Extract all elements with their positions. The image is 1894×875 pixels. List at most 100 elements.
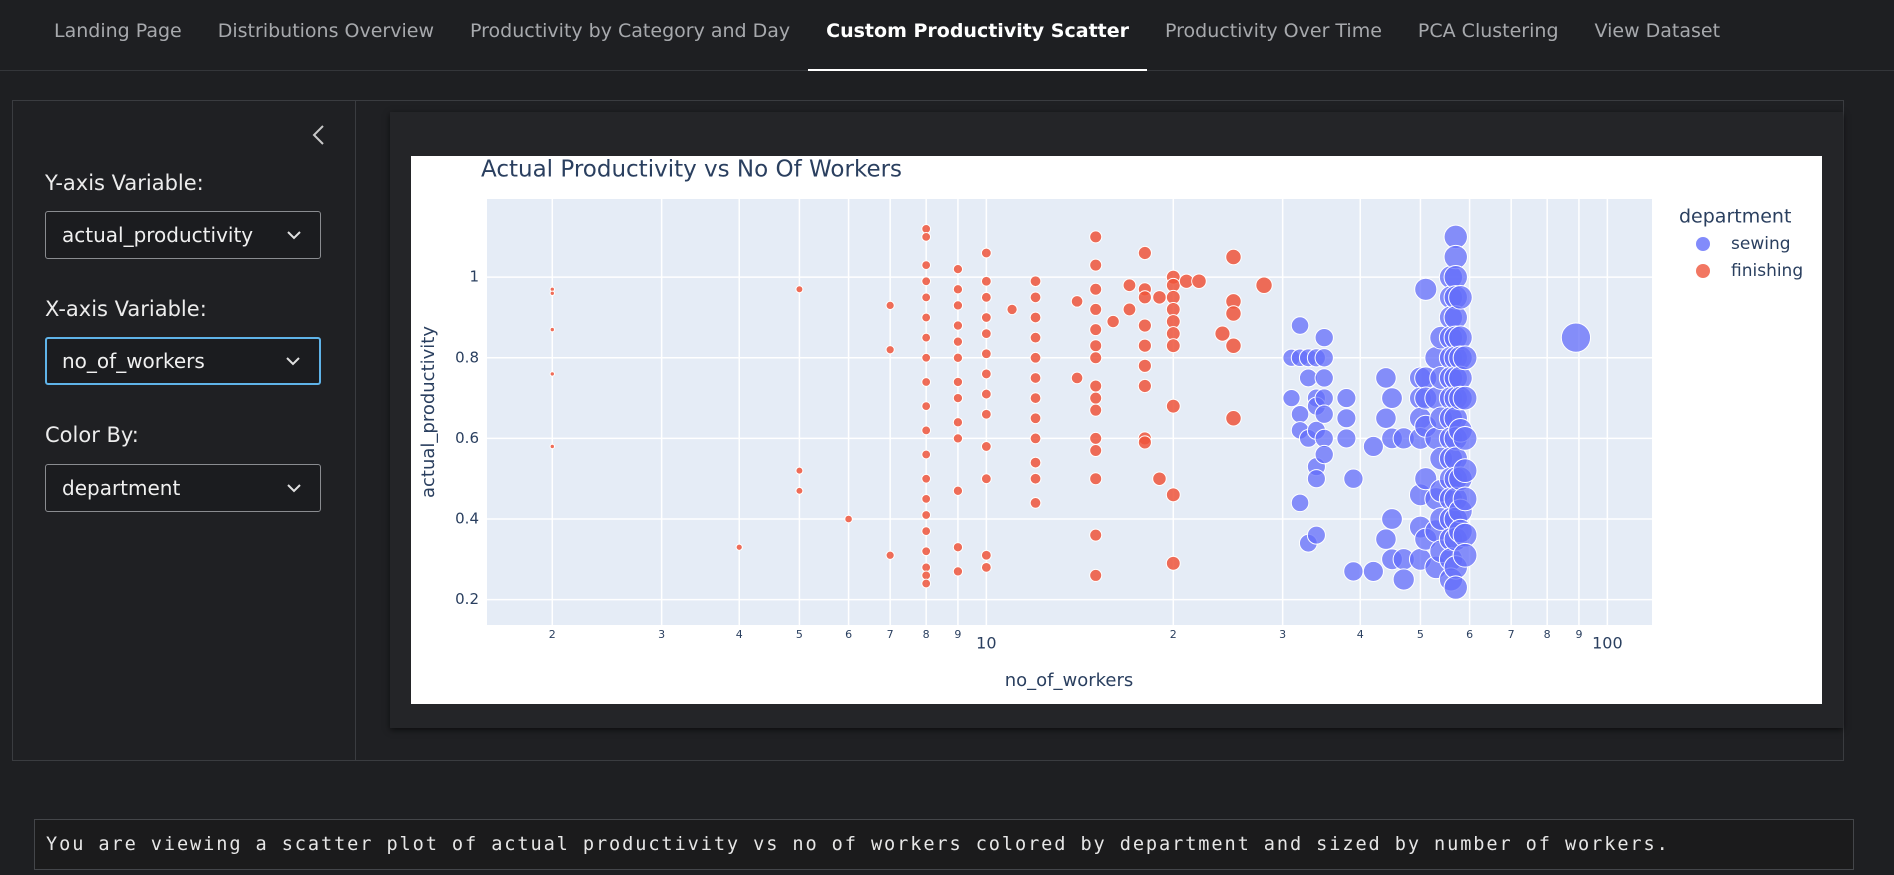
- scatter-point: [980, 275, 992, 287]
- scatter-point: [1089, 528, 1103, 542]
- nav-tab-active[interactable]: Custom Productivity Scatter: [808, 0, 1147, 71]
- x-tick-label: 3: [1279, 628, 1286, 641]
- scatter-point: [921, 232, 932, 242]
- chart-title: Actual Productivity vs No Of Workers: [481, 157, 902, 183]
- nav-tab[interactable]: Productivity Over Time: [1165, 20, 1382, 42]
- scatter-point: [1314, 404, 1334, 424]
- scatter-point: [1029, 472, 1042, 485]
- nav-tab[interactable]: PCA Clustering: [1417, 20, 1559, 42]
- scatter-point: [980, 441, 992, 452]
- scatter-point: [1106, 314, 1120, 329]
- scatter-point: [1306, 469, 1326, 489]
- scatter-point: [1165, 398, 1181, 414]
- scatter-point: [1006, 303, 1018, 316]
- scatter-point: [921, 312, 932, 323]
- scatter-point: [1560, 322, 1592, 353]
- dropdown-value: actual_productivity: [62, 223, 254, 247]
- x-tick-label: 3: [658, 628, 665, 641]
- scatter-point: [885, 345, 895, 355]
- nav-tab[interactable]: Distributions Overview: [217, 20, 434, 42]
- scatter-point: [1448, 285, 1473, 310]
- scatter-point: [1122, 278, 1137, 293]
- scatter-point: [1089, 568, 1103, 582]
- scatter-point: [1314, 444, 1334, 465]
- scatter-point: [1089, 258, 1103, 272]
- scatter-point: [1029, 372, 1042, 384]
- dropdown[interactable]: department: [45, 464, 321, 512]
- y-axis-title: actual_productivity: [418, 326, 439, 498]
- scatter-point: [921, 292, 932, 303]
- scatter-point: [549, 290, 555, 297]
- scatter-point: [1225, 409, 1242, 427]
- dropdown-value: no_of_workers: [62, 349, 205, 373]
- scatter-point: [1137, 318, 1152, 333]
- scatter-point: [735, 543, 743, 551]
- scatter-point: [921, 352, 932, 363]
- scatter-point: [1089, 391, 1103, 405]
- scatter-point: [921, 562, 932, 573]
- nav-tab[interactable]: Productivity by Category and Day: [470, 20, 791, 42]
- scatter-point: [549, 326, 555, 333]
- scatter-point: [1214, 325, 1231, 342]
- scatter-point: [1362, 435, 1384, 458]
- x-axis-title: no_of_workers: [1005, 670, 1134, 691]
- scatter-point: [921, 570, 932, 581]
- scatter-point: [1225, 337, 1242, 354]
- chart: Actual Productivity vs No Of Workers no_…: [411, 156, 1822, 704]
- scatter-point: [952, 320, 964, 331]
- x-tick-label: 2: [1170, 628, 1177, 641]
- scatter-point: [1029, 392, 1042, 404]
- scatter-point: [795, 466, 804, 475]
- scatter-point: [952, 300, 964, 311]
- scatter-point: [980, 473, 992, 485]
- scatter-point: [952, 417, 964, 428]
- scatter-point: [952, 376, 964, 388]
- collapse-button[interactable]: [311, 124, 327, 146]
- scatter-point: [1152, 471, 1167, 486]
- field-label: Y-axis Variable:: [45, 171, 204, 195]
- y-tick-label: 0.8: [455, 348, 479, 366]
- x-tick-label: 9: [1575, 628, 1582, 641]
- scatter-point: [1137, 290, 1152, 305]
- scatter-point: [1089, 339, 1103, 353]
- x-tick-label: 4: [736, 628, 743, 641]
- scatter-point: [1165, 555, 1181, 571]
- y-tick-label: 0.4: [455, 510, 479, 528]
- scatter-point: [1070, 295, 1084, 308]
- scatter-point: [1165, 487, 1181, 503]
- scatter-point: [952, 566, 964, 577]
- dropdown[interactable]: actual_productivity: [45, 211, 321, 259]
- sidebar: Y-axis Variable: actual_productivity X-a…: [13, 101, 356, 760]
- scatter-point: [952, 263, 964, 275]
- scatter-point: [1343, 468, 1364, 489]
- scatter-point: [1336, 408, 1357, 429]
- scatter-point: [1452, 486, 1478, 512]
- scatter-point: [1089, 323, 1103, 337]
- x-tick-label: 5: [1417, 628, 1424, 641]
- scatter-point: [952, 542, 964, 553]
- nav-tab[interactable]: View Dataset: [1594, 20, 1721, 42]
- x-tick-label: 7: [887, 628, 894, 641]
- scatter-point: [885, 300, 895, 311]
- nav-tab[interactable]: Landing Page: [54, 20, 182, 42]
- scatter-point: [952, 284, 964, 295]
- scatter-point: [921, 425, 932, 436]
- dropdown-arrow: [286, 357, 300, 366]
- dropdown[interactable]: no_of_workers: [45, 337, 321, 385]
- plot-points: [549, 223, 1592, 600]
- scatter-point: [1137, 378, 1152, 394]
- scatter-point: [795, 285, 804, 294]
- x-tick-label: 8: [1544, 628, 1551, 641]
- x-tick-label: 5: [796, 628, 803, 641]
- scatter-point: [952, 433, 964, 444]
- scatter-point: [1452, 425, 1478, 451]
- legend-label: finishing: [1731, 261, 1803, 281]
- scatter-point: [980, 368, 992, 380]
- scatter-point: [921, 493, 932, 504]
- scatter-point: [1414, 277, 1438, 301]
- scatter-point: [1375, 528, 1397, 550]
- scatter-point: [952, 392, 964, 404]
- y-tick-label: 0.2: [455, 590, 479, 608]
- scatter-point: [549, 443, 555, 450]
